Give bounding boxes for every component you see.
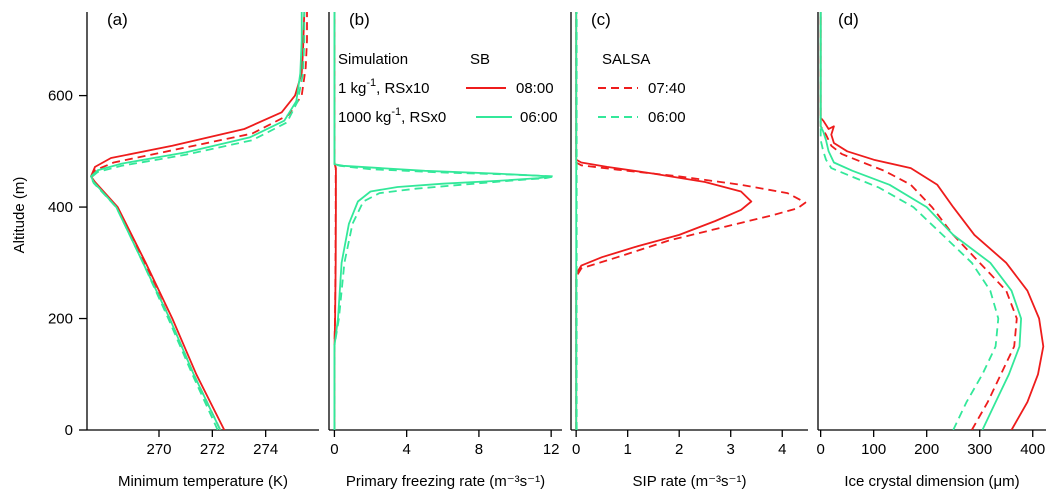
x-tick-label: 100	[861, 441, 886, 458]
panel-label: (b)	[349, 10, 370, 29]
series-line	[819, 12, 1000, 430]
x-tick-label: 4	[402, 441, 410, 458]
series-group	[333, 12, 556, 430]
x-tick-label: 0	[816, 441, 824, 458]
x-tick-label: 400	[1020, 441, 1045, 458]
x-tick-label: 300	[967, 441, 992, 458]
x-tick-label: 274	[253, 441, 278, 458]
x-tick-label: 272	[200, 441, 225, 458]
panel-b: 0 4 8 12 (b) Primary freezing rate (m⁻³s⁻¹)	[328, 10, 562, 490]
y-axis-label: Altitude (m)	[11, 177, 28, 254]
series-line	[819, 12, 1045, 430]
legend-row-1-salsa-time: 07:40	[648, 80, 686, 97]
x-axis-label: SIP rate (m⁻³s⁻¹)	[633, 473, 747, 490]
series-line	[90, 12, 306, 430]
panel-label: (d)	[838, 10, 859, 29]
legend: Simulation SB SALSA 1 kg-1, RSx10 08:00 …	[338, 51, 686, 126]
x-axis-label: Primary freezing rate (m⁻³s⁻¹)	[346, 473, 545, 490]
panel-label: (a)	[107, 10, 128, 29]
panel-a: 270 272 274 (a) Minimum temperature (K)	[86, 10, 319, 490]
legend-header-simulation: Simulation	[338, 51, 408, 68]
x-tick-label: 8	[475, 441, 483, 458]
series-line	[819, 12, 1018, 430]
x-tick-label: 3	[727, 441, 735, 458]
series-line	[575, 12, 753, 430]
legend-row-2-salsa-time: 06:00	[648, 109, 686, 126]
x-tick-label: 0	[572, 441, 580, 458]
y-tick-label: 400	[48, 199, 73, 216]
series-line	[333, 12, 556, 430]
legend-row-2-label: 1000 kg-1, RSx0	[338, 106, 446, 126]
y-tick-label: 200	[48, 311, 73, 328]
panels: 270 272 274(a)Minimum temperature (K)0 4 8 12…	[86, 10, 1046, 490]
x-tick-label: 270	[146, 441, 171, 458]
series-group	[819, 12, 1045, 430]
x-tick-label: 4	[778, 441, 786, 458]
series-line	[90, 12, 303, 430]
x-tick-label: 0	[330, 441, 338, 458]
x-tick-label: 1	[624, 441, 632, 458]
x-tick-label: 2	[675, 441, 683, 458]
x-axis-label: Minimum temperature (K)	[118, 473, 288, 490]
legend-row-1-sb-time: 08:00	[516, 80, 554, 97]
legend-row-1-label: 1 kg-1, RSx10	[338, 77, 430, 97]
x-tick-label: 200	[914, 441, 939, 458]
panel-label: (c)	[591, 10, 611, 29]
series-line	[333, 12, 553, 430]
y-axis-ticks: 0 200 400 600	[48, 88, 87, 439]
y-tick-label: 0	[65, 422, 73, 439]
series-group	[90, 12, 308, 430]
legend-header-salsa: SALSA	[602, 51, 650, 68]
legend-header-sb: SB	[470, 51, 490, 68]
series-line	[575, 12, 807, 430]
series-group	[575, 12, 807, 430]
panel-c: 0 1 2 3 4 (c) SIP rate (m⁻³s⁻¹)	[570, 10, 808, 490]
x-axis-label: Ice crystal dimension (μm)	[844, 473, 1019, 490]
series-line	[819, 12, 1022, 430]
y-tick-label: 600	[48, 88, 73, 105]
series-line	[90, 12, 308, 430]
panel-d: 0 100 200 300 400 (d) Ice crystal dimension (μ…	[816, 10, 1046, 490]
legend-row-2-sb-time: 06:00	[520, 109, 558, 126]
x-tick-label: 12	[543, 441, 560, 458]
